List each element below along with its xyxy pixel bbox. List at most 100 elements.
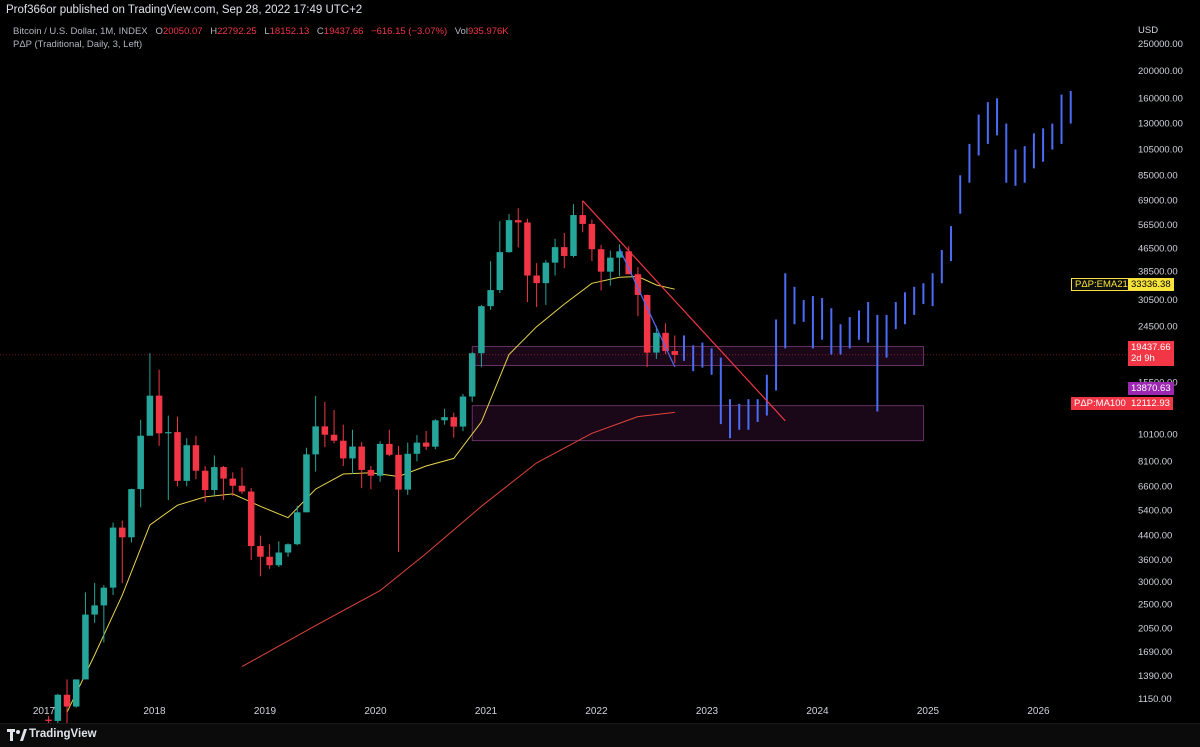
time-tick-label: 2026	[1027, 706, 1050, 717]
candle-body	[109, 527, 117, 588]
candle-body	[82, 614, 89, 680]
ohlc-key-close: C	[316, 26, 324, 37]
price-tick-label: 2050.00	[1138, 624, 1172, 635]
candle-body	[487, 290, 494, 307]
price-tick-label: 10100.00	[1138, 430, 1178, 441]
candle-body	[395, 454, 402, 490]
candle-body	[653, 332, 660, 353]
ema21-layer	[66, 275, 675, 713]
projection-layer	[682, 90, 1072, 439]
candle-body	[303, 454, 310, 513]
candle-body	[561, 247, 568, 256]
time-axis: 2017 2018 2019 2020 2021 2022 2023 2024 2025 2026	[33, 706, 1050, 717]
candle-body	[643, 294, 651, 353]
price-tick-label: 105000.00	[1138, 145, 1183, 156]
ohlc-key-high: H	[210, 26, 218, 37]
candle-body	[72, 679, 80, 707]
candle-body	[450, 417, 458, 427]
ohlc-key-low: L	[264, 26, 270, 37]
tradingview-brand: TradingView	[29, 728, 97, 740]
price-tick-label: 2500.00	[1138, 599, 1172, 610]
price-tick-label: 8100.00	[1138, 456, 1172, 467]
price-tick-label: 130000.00	[1138, 119, 1183, 130]
candle-body	[358, 446, 365, 470]
ohlc-change: −616.15 (−3.07%)	[371, 26, 448, 37]
candle-body	[468, 353, 476, 397]
candle-body	[625, 251, 632, 275]
candle-body	[155, 395, 163, 434]
price-tick-label: 46500.00	[1138, 244, 1178, 255]
candle-body	[293, 512, 301, 545]
candle-body	[588, 223, 596, 250]
ohlc-volume: 935.976K	[467, 26, 509, 37]
price-tick-label: 6600.00	[1138, 481, 1172, 492]
ema-name-badge: PΔP:EMA21	[1071, 278, 1132, 291]
candle-body	[579, 215, 586, 224]
ema-value-badge: 33336.38	[1128, 278, 1174, 291]
ohlc-close: 19437.66	[323, 26, 364, 37]
price-tick-label: 56500.00	[1138, 220, 1178, 231]
candle-body	[616, 251, 623, 258]
price-tick-label: 85000.00	[1138, 170, 1178, 181]
price-tick-label: 1390.00	[1138, 671, 1172, 682]
candle-body	[128, 489, 135, 538]
candle-body	[542, 262, 550, 284]
last-price-value: 19437.66	[1131, 342, 1171, 353]
candle-body	[422, 442, 430, 447]
candle-body	[662, 332, 669, 352]
pdp-zone-2	[471, 405, 924, 442]
footer-bar: TradingView	[0, 723, 1200, 747]
time-tick-label: 2022	[585, 706, 608, 717]
candle-body	[247, 491, 255, 547]
candle-body	[478, 306, 485, 354]
candle-body	[211, 467, 218, 491]
candle-body	[376, 443, 384, 476]
candle-body	[146, 395, 154, 436]
candle-body	[367, 469, 375, 476]
zones-layer	[471, 346, 924, 442]
last-price-badge: 19437.66 2d 9h	[1128, 341, 1174, 366]
candle-body	[551, 247, 559, 263]
candle-body	[459, 396, 467, 427]
price-tick-label: 1690.00	[1138, 647, 1172, 658]
ohlc-low: 18152.13	[269, 26, 310, 37]
candle-body	[54, 694, 62, 721]
candle-body	[45, 719, 52, 721]
ema21-line	[66, 275, 675, 713]
price-tick-label: 160000.00	[1138, 93, 1183, 104]
candle-body	[229, 478, 237, 486]
candle-body	[137, 435, 144, 490]
trendline-2	[618, 248, 676, 368]
price-tick-label: 1150.00	[1138, 694, 1172, 705]
ohlc-key-open: O	[155, 26, 163, 37]
time-tick-label: 2017	[33, 706, 56, 717]
candle-body	[174, 432, 181, 481]
time-tick-label: 2021	[475, 706, 498, 717]
price-tick-label: 69000.00	[1138, 196, 1178, 207]
time-tick-label: 2023	[696, 706, 719, 717]
trendline-1	[582, 200, 786, 422]
ma100-line	[241, 411, 675, 668]
candle-body	[432, 420, 439, 447]
price-tick-label: 4400.00	[1138, 531, 1172, 542]
candle-body	[671, 351, 679, 355]
time-tick-label: 2018	[143, 706, 166, 717]
candle-body	[441, 417, 448, 421]
candle-body	[312, 426, 319, 455]
candle-body	[183, 445, 190, 481]
publisher-text: Prof366or published on TradingView.com, …	[6, 4, 363, 16]
candle-body	[119, 527, 126, 538]
candle-body	[413, 442, 421, 454]
price-chart[interactable]: 250000.00 200000.00 160000.00 130000.00 1050…	[0, 22, 1200, 723]
price-tick-label: 30500.00	[1138, 295, 1178, 306]
indicator-legend[interactable]: PΔP (Traditional, Daily, 3, Left)	[13, 39, 143, 50]
time-tick-label: 2025	[917, 706, 940, 717]
time-tick-label: 2019	[254, 706, 277, 717]
time-tick-label: 2020	[364, 706, 387, 717]
candle-body	[404, 453, 411, 490]
price-tick-label: 3600.00	[1138, 555, 1172, 566]
legend-ohlc: Bitcoin / U.S. Dollar, 1M, INDEX O20050.…	[13, 26, 514, 37]
candle-body	[570, 215, 577, 256]
ma-value-badge: 12112.93	[1128, 397, 1173, 410]
top-bar: Prof366or published on TradingView.com, …	[0, 0, 1200, 22]
